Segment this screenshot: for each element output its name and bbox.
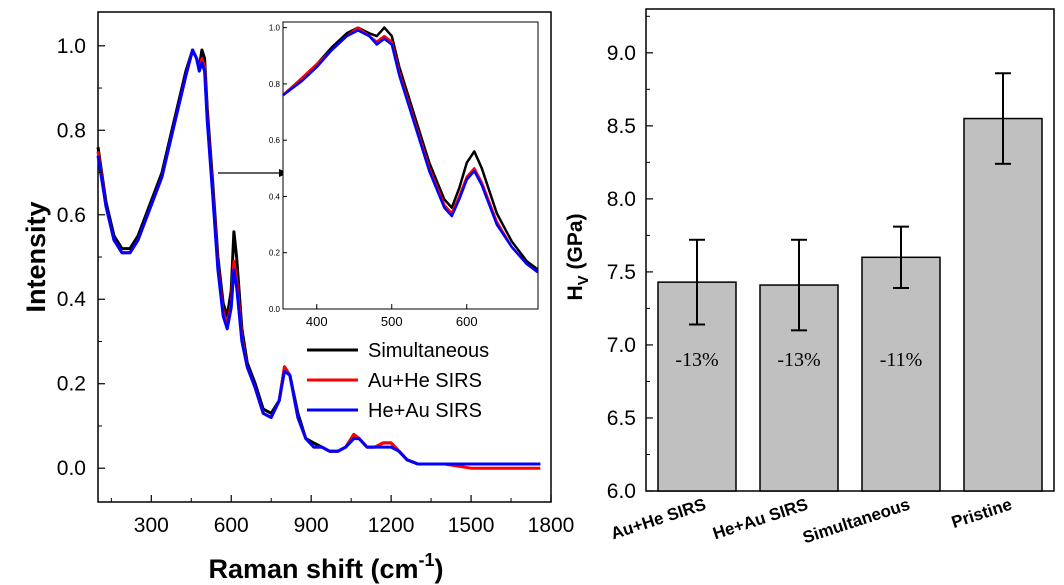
raman-x-axis-title-sup: -1 (419, 550, 435, 570)
raman-y-tick-label: 0.4 (57, 288, 87, 311)
inset-series-simultaneous (282, 26, 539, 271)
raman-x-axis-title-end: ) (435, 554, 444, 584)
inset-x-tick-label: 400 (306, 314, 328, 329)
inset-y-tick-label: 0.2 (269, 249, 281, 258)
hardness-bar-simultaneous (861, 256, 941, 492)
hardness-bar-pristine (963, 117, 1043, 492)
raman-series-he-au-sirs (96, 48, 541, 466)
hardness-y-tick-label: 8.0 (607, 188, 636, 211)
inset-y-tick-label: 0.4 (269, 192, 281, 201)
inset-series-group (282, 26, 539, 274)
legend-label-simultaneous: Simultaneous (368, 340, 489, 362)
inset-y-tick-label: 0.6 (269, 136, 281, 145)
hardness-bar-percent-label: -13% (777, 349, 820, 371)
legend-label-he-au: He+Au SIRS (368, 400, 482, 422)
raman-y-tick-label: 1.0 (57, 35, 86, 58)
hardness-y-tick-label: 6.5 (607, 407, 636, 430)
raman-x-axis-title-main: Raman shift (cm (208, 554, 418, 584)
hardness-y-tick-label: 7.5 (607, 261, 636, 284)
hardness-category-label: He+Au SIRS (710, 495, 810, 544)
hardness-bars-group: -13%Au+He SIRS-13%He+Au SIRS-11%Simultan… (608, 72, 1043, 548)
inset-series-he-au-sirs (282, 29, 539, 274)
inset-pointer-arrow (218, 169, 289, 177)
legend-label-au-he: Au+He SIRS (368, 370, 482, 392)
hardness-y-tick-label: 9.0 (607, 42, 636, 65)
hardness-y-tick-label: 6.0 (607, 480, 636, 503)
inset-chart: 400 500 600 0.0 0.2 0.4 0.6 0.8 1.0 (269, 21, 539, 329)
hardness-ticks-group: 6.0 6.5 7.0 7.5 8.0 8.5 9.0 (607, 15, 653, 503)
raman-series-group (96, 48, 541, 470)
hardness-plot-frame (645, 8, 1055, 492)
raman-x-tick-label: 300 (134, 514, 169, 537)
raman-legend: Simultaneous Au+He SIRS He+Au SIRS (307, 340, 489, 422)
inset-y-tick-label: 0.0 (269, 305, 281, 314)
inset-x-tick-label: 600 (456, 314, 478, 329)
raman-y-tick-label: 0.2 (57, 373, 86, 396)
raman-spectrum-chart: 300 600 900 1200 1500 18000.00.20.40.60.81.0 … (21, 11, 575, 584)
raman-ticks-group: 300 600 900 1200 1500 1800 0.0 0.2 0.4 0.6 0.8 1.0 (57, 35, 575, 537)
hardness-y-tick-label: 8.5 (607, 115, 636, 138)
raman-y-tick-label: 0.0 (57, 457, 86, 480)
raman-x-tick-label: 900 (294, 514, 329, 537)
hardness-y-tick-label: 7.0 (607, 334, 636, 357)
hardness-y-axis-title-sub: V (575, 275, 592, 285)
raman-x-axis-title: Raman shift (cm-1) (208, 550, 443, 584)
hardness-y-axis-title-end: (GPa) (564, 213, 587, 275)
raman-y-axis-title: Intensity (21, 201, 51, 312)
raman-y-tick-label: 0.6 (57, 204, 86, 227)
raman-x-tick-label: 1500 (448, 514, 495, 537)
inset-y-tick-label: 1.0 (269, 24, 281, 33)
hardness-bar-percent-label: -11% (880, 349, 923, 371)
hardness-category-label: Pristine (949, 495, 1014, 532)
hardness-y-axis-title: HV (GPa) (564, 213, 592, 300)
raman-x-tick-label: 600 (214, 514, 249, 537)
inset-x-tick-label: 500 (381, 314, 403, 329)
hardness-bar-chart: -13%Au+He SIRS-13%He+Au SIRS-11%Simultan… (564, 8, 1055, 548)
raman-y-tick-label: 0.8 (57, 119, 86, 142)
inset-y-tick-label: 0.8 (269, 80, 281, 89)
hardness-y-axis-title-main: H (564, 285, 587, 300)
inset-plot-frame (282, 21, 539, 310)
raman-x-tick-label: 1200 (368, 514, 415, 537)
hardness-category-label: Simultaneous (800, 495, 912, 548)
raman-x-tick-label: 1800 (528, 514, 575, 537)
inset-ticks-group: 400 500 600 0.0 0.2 0.4 0.6 0.8 1.0 (269, 24, 478, 329)
hardness-bar-percent-label: -13% (675, 349, 718, 371)
